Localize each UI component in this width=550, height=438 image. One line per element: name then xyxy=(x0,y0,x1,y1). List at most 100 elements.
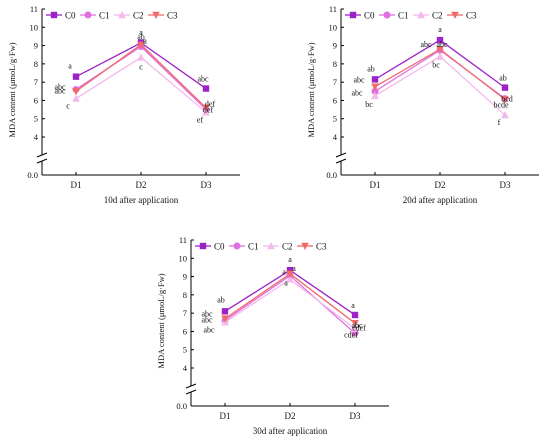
data-point-c2 xyxy=(371,91,379,100)
significance-label: bc xyxy=(365,100,373,109)
significance-label: abc xyxy=(201,309,213,318)
y-tick-label: 8 xyxy=(333,59,337,69)
y-tick-label: 9 xyxy=(34,41,38,51)
legend-label: C2 xyxy=(432,11,443,21)
significance-label: cdef xyxy=(344,331,358,340)
y-tick-label: 0.0 xyxy=(27,170,38,180)
significance-label: abc xyxy=(351,88,363,97)
significance-label: abc xyxy=(54,86,66,95)
legend-marker xyxy=(301,242,309,250)
data-point-c3 xyxy=(351,320,359,328)
y-tick-label: 11 xyxy=(179,235,187,245)
x-tick-label: D2 xyxy=(136,180,147,190)
data-point-c2 xyxy=(137,53,145,61)
data-point-c0 xyxy=(371,76,379,83)
significance-label: ab xyxy=(367,64,375,73)
legend-marker xyxy=(349,11,357,19)
x-tick-label: D1 xyxy=(71,180,82,190)
x-tick-label: D1 xyxy=(220,411,231,421)
y-axis-title: MDA content (μmoL/g·Fw) xyxy=(306,42,316,137)
significance-label: a xyxy=(351,301,355,310)
data-point-c2 xyxy=(202,108,210,116)
y-tick-label: 4 xyxy=(333,132,338,142)
legend-label: C3 xyxy=(167,11,178,21)
axis-break-mark xyxy=(335,152,347,158)
significance-label: bcde xyxy=(493,101,509,110)
data-point-c2 xyxy=(436,52,444,60)
significance-label: cdef xyxy=(352,323,366,332)
significance-label: abc xyxy=(351,321,363,330)
y-tick-label: 4 xyxy=(34,132,39,142)
significance-label: bcd xyxy=(501,95,513,104)
y-tick-label: 7 xyxy=(183,308,187,318)
significance-label: abc xyxy=(197,75,209,84)
chart-panel-2: 0.0 4 5 6 7 8 9 10 11 D1 D2 D3 20d after application… xyxy=(306,4,539,205)
y-axis-title: MDA content (μmoL/g·Fw) xyxy=(156,273,166,368)
significance-label: def xyxy=(203,106,214,115)
x-axis-title: 20d after application xyxy=(403,195,478,205)
significance-label: a xyxy=(143,37,147,46)
significance-label: a xyxy=(284,279,288,288)
y-tick-label: 6 xyxy=(183,326,187,336)
significance-label: ab xyxy=(137,32,145,41)
data-point-c3 xyxy=(137,41,145,49)
legend-marker xyxy=(417,11,425,19)
axis-break-mark xyxy=(36,158,48,164)
x-tick-label: D3 xyxy=(201,180,212,190)
significance-label: ef xyxy=(197,115,204,124)
significance-label: abc xyxy=(420,40,432,49)
series-line-c2 xyxy=(374,55,506,116)
y-tick-label: 11 xyxy=(329,4,337,14)
legend-marker xyxy=(233,242,241,250)
y-tick-label: 0.0 xyxy=(326,170,337,180)
y-tick-label: 5 xyxy=(183,345,187,355)
significance-label: bc xyxy=(432,61,440,70)
y-tick-label: 6 xyxy=(34,95,38,105)
legend-marker xyxy=(451,11,459,19)
legend-marker xyxy=(118,11,126,19)
data-point-c0 xyxy=(202,85,210,92)
x-tick-label: D1 xyxy=(370,180,381,190)
significance-label: a xyxy=(68,62,72,71)
axis-break-mark xyxy=(335,158,347,164)
y-tick-label: 7 xyxy=(333,77,337,87)
y-tick-label: 8 xyxy=(183,290,187,300)
y-tick-label: 5 xyxy=(333,114,337,124)
data-point-c0 xyxy=(351,311,359,319)
legend-label: C2 xyxy=(133,11,144,21)
x-tick-label: D3 xyxy=(500,180,511,190)
data-point-c2 xyxy=(351,324,359,332)
significance-label: abc xyxy=(201,316,213,325)
data-point-c0 xyxy=(501,84,509,91)
significance-label: f xyxy=(498,118,501,127)
y-tick-label: 9 xyxy=(333,41,337,51)
axis-break-mark xyxy=(185,389,197,395)
y-tick-label: 10 xyxy=(179,253,188,263)
significance-label: a xyxy=(438,25,442,34)
data-point-c0 xyxy=(286,266,294,274)
legend-label: C2 xyxy=(282,242,293,252)
axis-break-mark xyxy=(185,383,197,389)
significance-label: c xyxy=(66,102,70,111)
data-point-c1 xyxy=(371,87,379,95)
significance-label: abc xyxy=(353,76,365,85)
legend-label: C0 xyxy=(364,11,375,21)
legend-label: C3 xyxy=(466,11,477,21)
legend-marker xyxy=(267,242,275,250)
x-tick-label: D3 xyxy=(350,411,361,421)
significance-label: a xyxy=(288,255,292,264)
legend-label: C1 xyxy=(99,11,110,21)
axis-break-gap xyxy=(335,155,347,161)
x-tick-label: D2 xyxy=(435,180,446,190)
data-point-c3 xyxy=(221,315,229,323)
data-point-c3 xyxy=(371,83,379,91)
chart-panel-1: 0.0 4 5 6 7 8 9 10 11 D1 D2 D3 10d after application… xyxy=(7,4,240,205)
data-point-c2 xyxy=(501,111,509,119)
significance-label: a xyxy=(282,267,286,276)
legend-label: C3 xyxy=(316,242,327,252)
significance-label: c xyxy=(139,62,143,71)
chart-panel-3: 0.0 4 5 6 7 8 9 10 11 D1 D2 D3 30d after application… xyxy=(156,235,389,436)
y-tick-label: 10 xyxy=(329,22,338,32)
legend-marker xyxy=(84,11,92,19)
data-point-c0 xyxy=(72,73,80,80)
